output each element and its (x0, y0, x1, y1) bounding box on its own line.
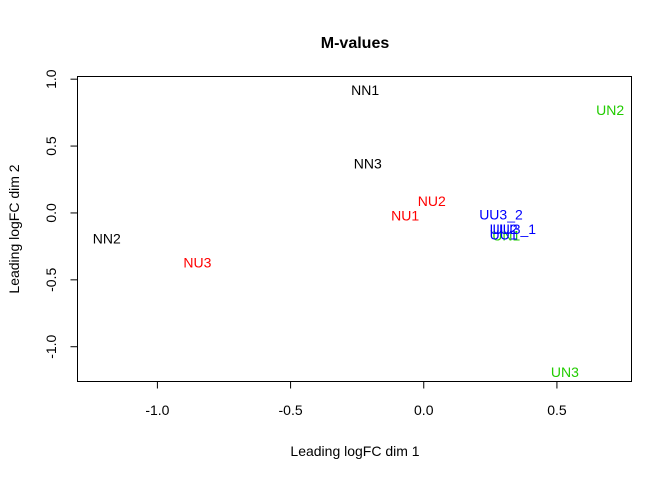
y-tick-label: -1.0 (43, 334, 59, 358)
point-label-un2: UN2 (596, 102, 624, 118)
point-label-nn1: NN1 (351, 82, 379, 98)
point-label-nu2: NU2 (418, 193, 446, 209)
point-label-un1: UN1 (492, 228, 520, 244)
point-label-uu3_1: UU3_1 (493, 221, 537, 237)
point-label-nu3: NU3 (183, 254, 211, 270)
x-tick-label: -1.0 (145, 402, 169, 418)
x-tick-label: -0.5 (279, 402, 303, 418)
point-label-uu1: UU1 (490, 226, 518, 242)
y-tick-label: 0.5 (43, 136, 59, 156)
plot-frame (77, 76, 632, 382)
x-axis-label: Leading logFC dim 1 (290, 443, 419, 459)
point-label-nu1: NU1 (391, 208, 419, 224)
y-tick-label: 0.0 (43, 203, 59, 223)
x-tick-label: 0.0 (414, 402, 434, 418)
y-axis: -1.0 -0.5 0.0 0.5 1.0 (43, 69, 78, 359)
point-label-un3: UN3 (551, 364, 579, 380)
x-tick-label: 0.5 (547, 402, 567, 418)
point-label-uu3_2: UU3_2 (479, 206, 523, 222)
y-axis-label: Leading logFC dim 2 (6, 164, 22, 293)
y-tick-label: -0.5 (43, 268, 59, 292)
point-label-nn2: NN2 (93, 230, 121, 246)
x-axis: -1.0 -0.5 0.0 0.5 (145, 381, 567, 418)
point-label-nn3: NN3 (354, 155, 382, 171)
point-label-uu2: UU2 (490, 221, 518, 237)
y-tick-label: 1.0 (43, 69, 59, 89)
chart-title: M-values (321, 35, 390, 52)
